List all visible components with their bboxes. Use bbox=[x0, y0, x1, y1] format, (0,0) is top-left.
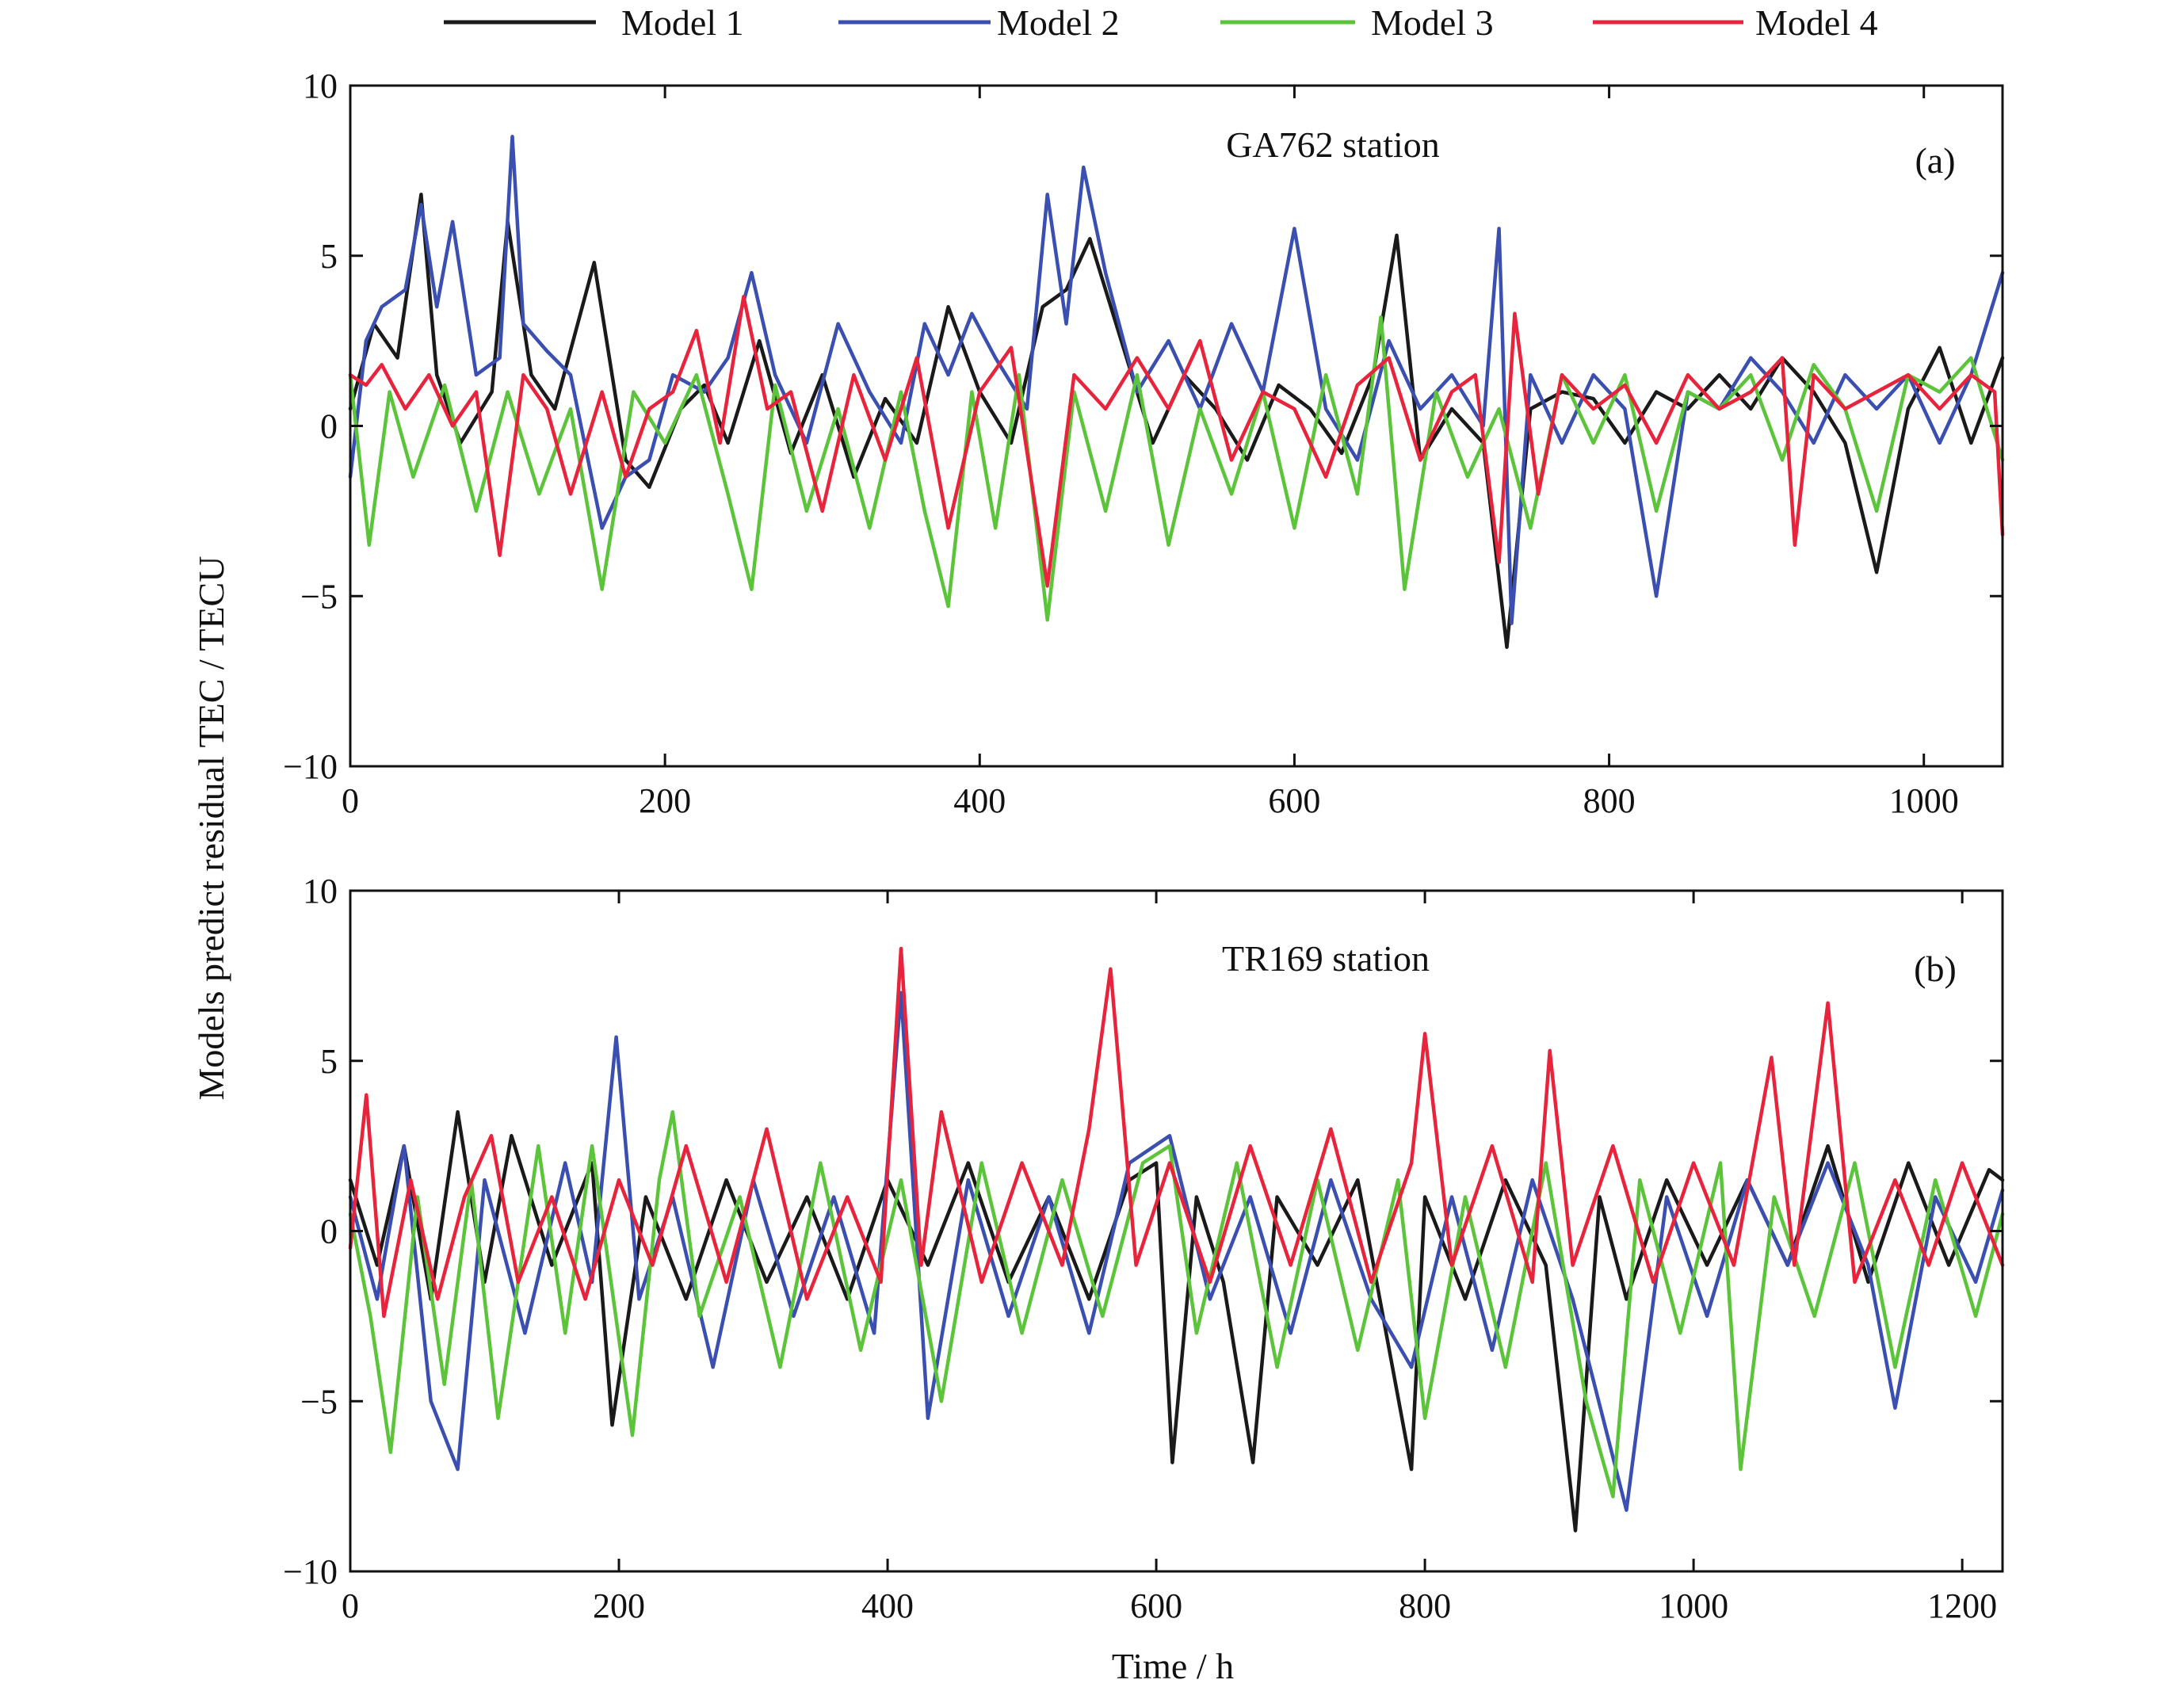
panel-b-ytick-label: 10 bbox=[303, 872, 338, 910]
panel-a-xtick-label: 800 bbox=[1583, 781, 1636, 820]
x-axis-title: Time / h bbox=[1112, 1646, 1234, 1686]
panel-b-xtick-label: 600 bbox=[1130, 1586, 1182, 1625]
panel-a-xtick-label: 600 bbox=[1268, 781, 1320, 820]
legend-label-model-2: Model 2 bbox=[997, 2, 1120, 43]
panel-a-series-model-2 bbox=[348, 135, 2005, 625]
panel-b-xtick-label: 400 bbox=[861, 1586, 914, 1625]
panel-b-letter: (b) bbox=[1914, 949, 1957, 989]
legend-label-model-4: Model 4 bbox=[1755, 2, 1878, 43]
panel-a-ytick-label: 10 bbox=[303, 67, 338, 105]
panel-a-series bbox=[348, 135, 2005, 649]
panel-a-ticks: 0 200 400 600 800 1000 −10 −5 0 5 10 bbox=[283, 67, 2003, 820]
panel-a-letter: (a) bbox=[1915, 140, 1955, 181]
panel-b-ticks: 0 200 400 600 800 1000 1200 −10 −5 0 5 10 bbox=[283, 872, 2003, 1625]
panel-b-xtick-label: 0 bbox=[342, 1586, 359, 1625]
panel-b-series-model-1 bbox=[348, 1109, 2005, 1533]
panel-b-ytick-label: 0 bbox=[320, 1212, 338, 1251]
panel-a-ytick-label: −10 bbox=[283, 747, 338, 786]
panel-a-frame bbox=[349, 84, 2004, 768]
panel-a-series-model-4 bbox=[348, 295, 2005, 588]
panel-b-xtick-label: 800 bbox=[1399, 1586, 1451, 1625]
panel-a-ytick-label: 5 bbox=[320, 237, 338, 276]
panel-b-series-model-3 bbox=[348, 1109, 2005, 1498]
panel-b-ytick-label: 5 bbox=[320, 1042, 338, 1081]
legend-label-model-3: Model 3 bbox=[1371, 2, 1494, 43]
panel-b-xtick-label: 1000 bbox=[1659, 1586, 1728, 1625]
y-axis-title: Models predict residual TEC / TECU bbox=[191, 556, 231, 1101]
panel-a: 0 200 400 600 800 1000 −10 −5 0 5 10 GA762 station… bbox=[283, 67, 2005, 820]
panel-a-ytick-label: −5 bbox=[300, 577, 338, 616]
panel-b-series bbox=[348, 946, 2005, 1533]
panel-a-xtick-label: 1000 bbox=[1889, 781, 1959, 820]
panel-a-xtick-label: 0 bbox=[342, 781, 359, 820]
panel-a-series-model-1 bbox=[348, 193, 2005, 649]
panel-a-ytick-label: 0 bbox=[320, 407, 338, 446]
panel-a-xtick-label: 200 bbox=[639, 781, 691, 820]
panel-a-title: GA762 station bbox=[1226, 124, 1440, 165]
panel-b-title: TR169 station bbox=[1222, 938, 1430, 979]
panel-b-xtick-label: 200 bbox=[593, 1586, 645, 1625]
panel-b-ytick-label: −5 bbox=[300, 1382, 338, 1421]
legend: Model 1 Model 2 Model 3 Model 4 bbox=[444, 2, 1878, 43]
panel-b-xtick-label: 1200 bbox=[1927, 1586, 1997, 1625]
legend-label-model-1: Model 1 bbox=[621, 2, 744, 43]
panel-a-xtick-label: 400 bbox=[953, 781, 1006, 820]
panel-b-series-model-4 bbox=[348, 946, 2005, 1319]
panel-b: 0 200 400 600 800 1000 1200 −10 −5 0 5 10 TR169 sta… bbox=[283, 872, 2005, 1625]
panel-b-ytick-label: −10 bbox=[283, 1552, 338, 1591]
panel-a-series-model-3 bbox=[348, 315, 2005, 622]
